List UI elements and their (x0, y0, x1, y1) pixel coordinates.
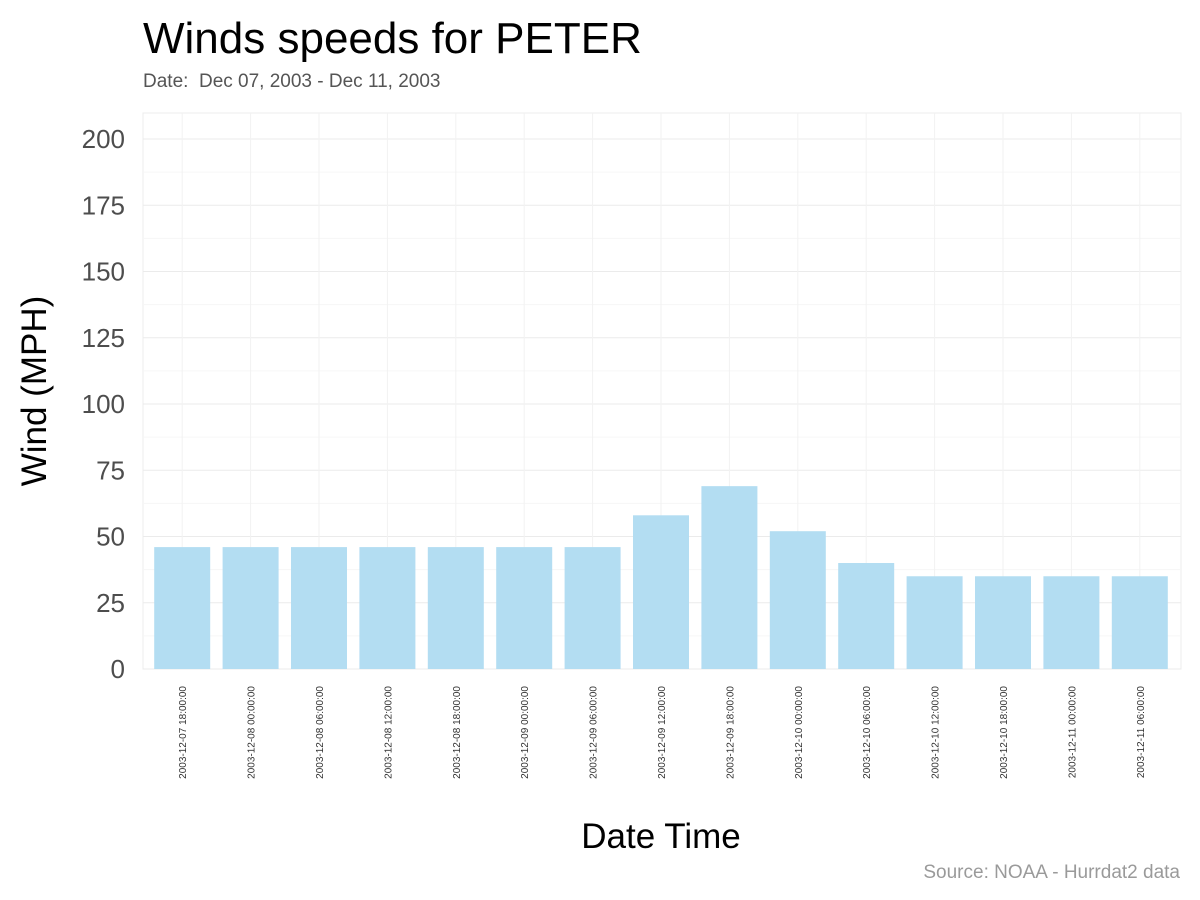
bar (701, 486, 758, 669)
x-tick-label: 2003-12-09 00:00:00 (520, 686, 531, 779)
bar (222, 547, 279, 669)
bar (633, 515, 689, 669)
bar (154, 547, 211, 669)
source-caption: Source: NOAA - Hurrdat2 data (923, 862, 1180, 883)
x-tick-label: 2003-12-09 06:00:00 (589, 686, 600, 779)
bar (1043, 576, 1100, 669)
bar (906, 576, 963, 669)
y-tick-label: 25 (96, 588, 125, 618)
x-tick-label: 2003-12-10 18:00:00 (999, 686, 1010, 779)
x-tick-label: 2003-12-10 06:00:00 (862, 686, 873, 779)
y-tick-label: 0 (111, 654, 125, 684)
y-tick-labels: 0 25 50 75 100 125 150 175 200 (82, 124, 125, 684)
x-axis-title: Date Time (581, 817, 741, 856)
bar (291, 547, 347, 669)
x-tick-labels: 2003-12-07 18:00:00 2003-12-08 00:00:00 20… (178, 686, 1147, 779)
bar (427, 547, 484, 669)
x-tick-label: 2003-12-09 12:00:00 (657, 686, 668, 779)
x-tick-label: 2003-12-10 12:00:00 (931, 686, 942, 779)
x-tick-label: 2003-12-08 06:00:00 (315, 686, 326, 779)
y-axis-title: Wind (MPH) (15, 296, 54, 487)
x-tick-label: 2003-12-08 18:00:00 (452, 686, 463, 779)
y-tick-label: 100 (82, 389, 125, 419)
y-tick-label: 125 (82, 323, 125, 353)
x-tick-label: 2003-12-11 06:00:00 (1136, 686, 1147, 779)
x-tick-label: 2003-12-08 00:00:00 (247, 686, 258, 779)
y-tick-label: 150 (82, 257, 125, 287)
bar (359, 547, 416, 669)
x-tick-label: 2003-12-07 18:00:00 (178, 686, 189, 779)
x-tick-label: 2003-12-11 00:00:00 (1067, 686, 1078, 779)
chart-title: Winds speeds for PETER (143, 14, 642, 63)
bars (154, 486, 1168, 669)
bar (1111, 576, 1168, 669)
bar (769, 531, 826, 669)
y-tick-label: 200 (82, 124, 125, 154)
x-tick-label: 2003-12-08 12:00:00 (383, 686, 394, 779)
bar (564, 547, 621, 669)
bar (838, 563, 895, 669)
bar (975, 576, 1031, 669)
x-tick-label: 2003-12-09 18:00:00 (725, 686, 736, 779)
chart-subtitle: Date: Dec 07, 2003 - Dec 11, 2003 (143, 71, 441, 92)
y-tick-label: 75 (96, 455, 125, 485)
x-tick-label: 2003-12-10 00:00:00 (794, 686, 805, 779)
y-tick-label: 50 (96, 522, 125, 552)
y-tick-label: 175 (82, 190, 125, 220)
bar (496, 547, 553, 669)
